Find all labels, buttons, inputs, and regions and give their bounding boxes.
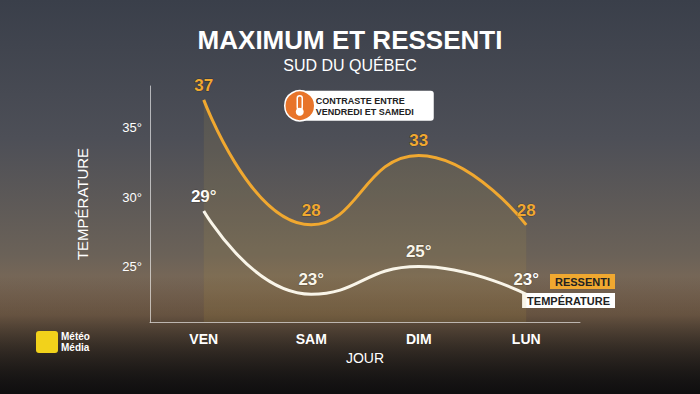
svg-text:VEN: VEN — [189, 331, 218, 347]
svg-text:33: 33 — [409, 131, 428, 150]
svg-text:JOUR: JOUR — [346, 350, 384, 366]
svg-text:SAM: SAM — [296, 331, 327, 347]
svg-text:TEMPÉRATURE: TEMPÉRATURE — [74, 148, 91, 260]
svg-text:28: 28 — [517, 201, 536, 220]
svg-text:Météo: Météo — [61, 331, 90, 342]
svg-text:SUD DU QUÉBEC: SUD DU QUÉBEC — [283, 56, 416, 74]
svg-text:25°: 25° — [122, 259, 142, 274]
svg-text:RESSENTI: RESSENTI — [555, 276, 610, 288]
svg-text:35°: 35° — [122, 120, 142, 135]
svg-text:VENDREDI ET SAMEDI: VENDREDI ET SAMEDI — [316, 107, 414, 117]
svg-text:DIM: DIM — [406, 331, 432, 347]
svg-text:37: 37 — [194, 76, 213, 95]
svg-text:23°: 23° — [513, 270, 540, 290]
svg-text:28: 28 — [302, 201, 321, 220]
svg-text:MAXIMUM ET RESSENTI: MAXIMUM ET RESSENTI — [198, 25, 503, 55]
svg-text:Média: Média — [61, 342, 90, 353]
svg-text:TEMPÉRATURE: TEMPÉRATURE — [527, 295, 610, 307]
svg-text:CONTRASTE ENTRE: CONTRASTE ENTRE — [316, 96, 405, 106]
svg-text:LUN: LUN — [512, 331, 541, 347]
svg-text:30°: 30° — [122, 190, 142, 205]
